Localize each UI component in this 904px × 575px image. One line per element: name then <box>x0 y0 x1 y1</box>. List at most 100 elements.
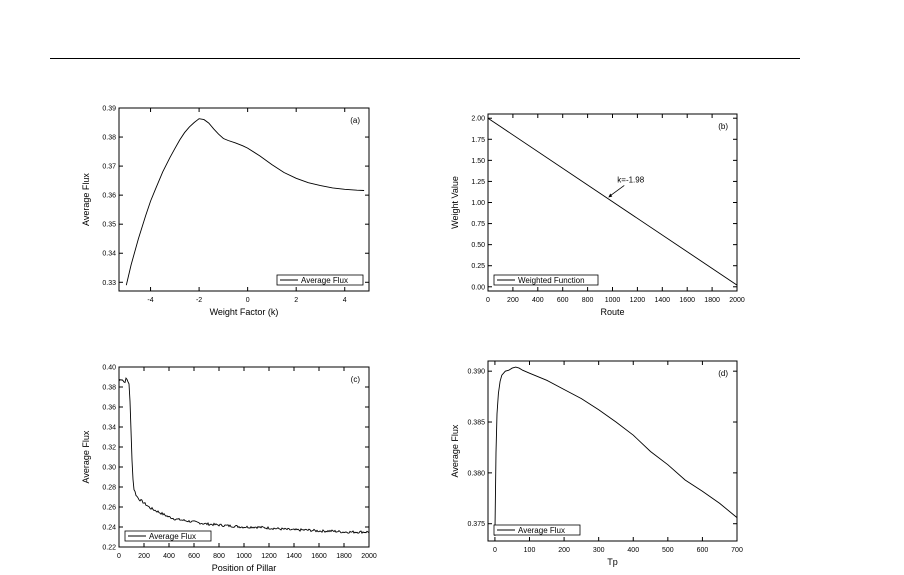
y-tick-label: 1.25 <box>471 179 485 186</box>
x-tick-label: -4 <box>147 297 153 304</box>
x-axis-label: Tp <box>607 557 618 567</box>
x-tick-label: 2000 <box>729 297 745 304</box>
plot-frame <box>118 366 370 548</box>
y-tick-label: 0.22 <box>102 545 116 552</box>
x-tick-label: 1800 <box>336 553 352 560</box>
x-tick-label: 200 <box>138 553 150 560</box>
y-tick-label: 0.24 <box>102 525 116 532</box>
y-tick-label: 2.00 <box>471 116 485 123</box>
x-tick-label: 1200 <box>261 553 277 560</box>
x-tick-label: 600 <box>697 547 709 554</box>
legend-entry: Average Flux <box>149 532 196 541</box>
x-tick-label: 2000 <box>361 553 377 560</box>
y-tick-label: 0.385 <box>467 420 485 427</box>
plot-frame <box>487 113 738 292</box>
chart-b: 0 200 400 600 800 1000 1200 1400 1600 1800 2000 0.0… <box>450 113 745 317</box>
annotation-arrowhead <box>608 193 613 198</box>
y-tick-label: 0.40 <box>102 365 116 372</box>
x-tick-label: 0 <box>246 297 250 304</box>
y-tick-label: 0.390 <box>467 369 485 376</box>
legend-entry: Average Flux <box>518 526 565 535</box>
y-tick-label: 0.25 <box>471 263 485 270</box>
y-axis-label: Average Flux <box>81 173 91 226</box>
x-tick-label: 200 <box>558 547 570 554</box>
y-tick-label: 0.38 <box>102 385 116 392</box>
y-tick-label: 0.380 <box>467 470 485 477</box>
x-tick-label: 0 <box>493 547 497 554</box>
x-tick-label: 1200 <box>630 297 646 304</box>
legend-box <box>124 530 212 542</box>
x-tick-label: 700 <box>731 547 743 554</box>
annotation-text: k=-1.98 <box>617 175 644 184</box>
y-tick-label: 0.00 <box>471 284 485 291</box>
y-tick-label: 0.30 <box>102 465 116 472</box>
x-tick-label: 1600 <box>311 553 327 560</box>
x-tick-label: 800 <box>582 297 594 304</box>
series-line-0 <box>125 118 365 286</box>
y-tick-label: 0.33 <box>102 280 116 287</box>
y-tick-label: 0.50 <box>471 242 485 249</box>
x-axis-label: Position of Pillar <box>212 563 277 573</box>
y-tick-label: 0.37 <box>102 164 116 171</box>
x-tick-label: 1600 <box>679 297 695 304</box>
annotation-arrow <box>609 185 625 197</box>
y-tick-label: 0.75 <box>471 221 485 228</box>
y-tick-label: 0.32 <box>102 445 116 452</box>
y-tick-label: 1.75 <box>471 137 485 144</box>
x-tick-label: 800 <box>213 553 225 560</box>
y-tick-label: 1.00 <box>471 200 485 207</box>
series-line-0 <box>487 117 738 286</box>
x-tick-label: 1400 <box>286 553 302 560</box>
x-tick-label: 1000 <box>605 297 621 304</box>
x-axis-label: Weight Factor (k) <box>210 307 279 317</box>
x-tick-label: 300 <box>593 547 605 554</box>
x-tick-label: 0 <box>486 297 490 304</box>
x-tick-label: 600 <box>188 553 200 560</box>
y-tick-label: 0.38 <box>102 135 116 142</box>
x-axis-label: Route <box>600 307 624 317</box>
chart-d: 0 100 200 300 400 500 600 700 0.375 0.380 0.385 0.3… <box>450 360 743 567</box>
y-tick-label: 0.35 <box>102 222 116 229</box>
panel-label: (d) <box>718 369 728 378</box>
x-tick-label: 4 <box>343 297 347 304</box>
x-tick-label: 500 <box>662 547 674 554</box>
y-axis-label: Weight Value <box>450 176 460 229</box>
x-tick-label: 400 <box>627 547 639 554</box>
y-axis-label: Average Flux <box>450 424 460 477</box>
chart-a: -4 -2 0 2 4 0.33 0.34 0.35 0.36 0.37 0.38 0.39 Weigh… <box>81 106 370 317</box>
legend-entry: Weighted Function <box>518 276 585 285</box>
x-tick-label: 1400 <box>655 297 671 304</box>
x-tick-label: 400 <box>532 297 544 304</box>
x-tick-label: 2 <box>294 297 298 304</box>
plot-frame <box>118 107 370 292</box>
x-tick-label: 200 <box>507 297 519 304</box>
legend-entry: Average Flux <box>301 276 348 285</box>
series-line-0 <box>118 377 370 535</box>
y-tick-label: 0.26 <box>102 505 116 512</box>
panel-label: (c) <box>351 375 361 384</box>
y-tick-label: 0.34 <box>102 251 116 258</box>
y-tick-label: 0.28 <box>102 485 116 492</box>
y-axis-label: Average Flux <box>81 430 91 483</box>
x-tick-label: 600 <box>557 297 569 304</box>
x-tick-label: -2 <box>196 297 202 304</box>
y-tick-label: 1.50 <box>471 158 485 165</box>
x-tick-label: 0 <box>117 553 121 560</box>
y-tick-label: 0.36 <box>102 405 116 412</box>
panel-label: (a) <box>350 116 360 125</box>
legend-box <box>493 524 581 536</box>
x-tick-label: 1000 <box>236 553 252 560</box>
series-line-0 <box>494 366 738 536</box>
chart-c: 0 200 400 600 800 1000 1200 1400 1600 1800 2000 0.2… <box>81 365 377 574</box>
y-tick-label: 0.34 <box>102 425 116 432</box>
plot-frame <box>487 360 738 542</box>
x-tick-label: 400 <box>163 553 175 560</box>
header-rule <box>50 58 800 59</box>
legend-box <box>276 274 364 286</box>
x-tick-label: 1800 <box>704 297 720 304</box>
y-tick-label: 0.36 <box>102 193 116 200</box>
panel-label: (b) <box>718 122 728 131</box>
legend-box <box>493 274 599 286</box>
y-tick-label: 0.375 <box>467 521 485 528</box>
